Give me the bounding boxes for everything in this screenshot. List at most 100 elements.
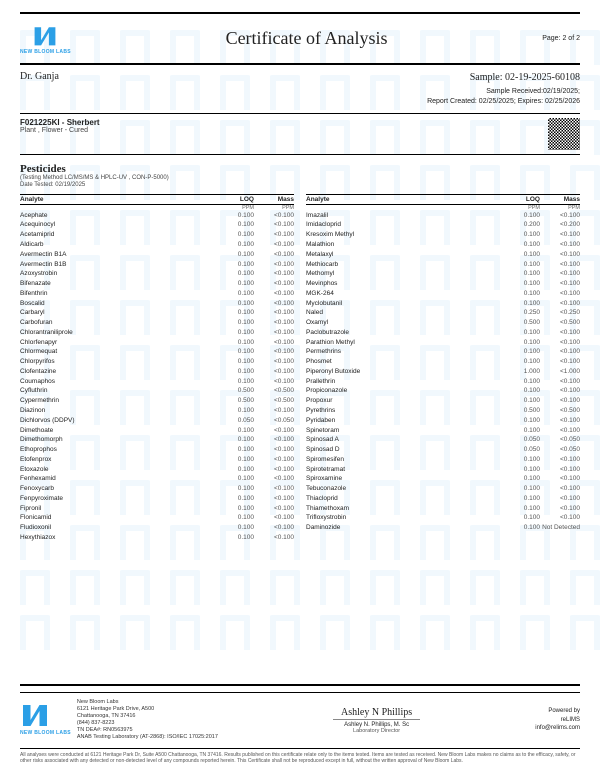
analyte-name: Metalaxyl [306,251,500,260]
table-row: Propiconazole0.100<0.100 [306,387,580,397]
analyte-name: Naled [306,309,500,318]
loq-value: 0.100 [214,524,254,533]
analyte-name: Fludioxonil [20,524,214,533]
table-row: Propoxur0.100<0.100 [306,397,580,407]
mass-value: <0.050 [540,436,580,445]
unit: PPM [500,205,540,211]
loq-value: 0.100 [214,290,254,299]
loq-value: 0.100 [500,212,540,221]
table-row: Aldicarb0.100<0.100 [20,240,294,250]
loq-value: 0.100 [214,261,254,270]
footer-logo-icon [20,699,50,729]
mass-value: <0.100 [254,475,294,484]
mass-value: <0.100 [254,505,294,514]
table-row: Bifenthrin0.100<0.100 [20,289,294,299]
loq-value: 0.100 [500,358,540,367]
mass-value: <0.100 [540,456,580,465]
mass-value: <0.050 [254,417,294,426]
loq-value: 0.100 [500,524,540,533]
table-row: Chlorantraniliprole0.100<0.100 [20,328,294,338]
mass-value: <0.100 [540,251,580,260]
mass-value: <0.100 [540,270,580,279]
mass-value: <0.100 [540,329,580,338]
analyte-name: Malathion [306,241,500,250]
mass-value: <0.050 [540,446,580,455]
loq-value: 0.250 [500,309,540,318]
mass-value: <0.100 [540,387,580,396]
table-row: MGK-2640.100<0.100 [306,289,580,299]
table-row: Permethrins0.100<0.100 [306,348,580,358]
loq-value: 0.100 [214,280,254,289]
mass-value: <1.000 [540,368,580,377]
table-row: Spiroxamine0.100<0.100 [306,475,580,485]
mass-value: <0.500 [540,407,580,416]
loq-value: 0.100 [500,475,540,484]
loq-value: 0.100 [214,485,254,494]
table-row: Carbofuran0.100<0.100 [20,319,294,329]
table-row: Imazalil0.100<0.100 [306,211,580,221]
loq-value: 0.100 [500,514,540,523]
table-row: Fenpyroximate0.100<0.100 [20,494,294,504]
loq-value: 0.100 [214,505,254,514]
lab-phone: (844) 837-8223 [77,720,218,727]
table-row: Spinetoram0.100<0.100 [306,426,580,436]
loq-value: 0.100 [214,407,254,416]
section-method: (Testing Method LC/MS/MS & HPLC-UV , CON… [20,175,580,183]
mass-value: <0.100 [254,319,294,328]
loq-value: 0.100 [214,251,254,260]
loq-value: 0.100 [214,329,254,338]
analyte-name: Trifloxystrobin [306,514,500,523]
table-row: Piperonyl Butoxide1.000<1.000 [306,367,580,377]
analyte-name: Acequinocyl [20,221,214,230]
col-analyte: Analyte [20,196,214,203]
mass-value: <0.100 [540,417,580,426]
table-row: Phosmet0.100<0.100 [306,358,580,368]
table-row: Malathion0.100<0.100 [306,240,580,250]
analyte-name: Spirotetramat [306,466,500,475]
analyte-name: Pyrethrins [306,407,500,416]
table-row: Coumaphos0.100<0.100 [20,377,294,387]
mass-value: <0.100 [540,348,580,357]
loq-value: 0.100 [214,270,254,279]
analyte-name: Thiamethoxam [306,505,500,514]
col-mass: Mass [254,196,294,203]
mass-value: <0.100 [254,466,294,475]
lab-street: 6121 Heritage Park Drive, A500 [77,706,218,713]
loq-value: 0.050 [500,436,540,445]
mass-value: <0.100 [540,427,580,436]
mass-value: <0.100 [540,339,580,348]
analyte-name: Tebuconazole [306,485,500,494]
mass-value: <0.100 [254,329,294,338]
mass-value: <0.100 [540,485,580,494]
loq-value: 0.100 [214,212,254,221]
mass-value: <0.100 [254,241,294,250]
mass-value: <0.100 [540,241,580,250]
table-row: Metalaxyl0.100<0.100 [306,250,580,260]
mass-value: <0.100 [540,280,580,289]
analyte-name: Imazalil [306,212,500,221]
mass-value: <0.100 [540,495,580,504]
analyte-name: Propiconazole [306,387,500,396]
mass-value: <0.100 [540,261,580,270]
mass-value: <0.100 [540,475,580,484]
analyte-name: MGK-264 [306,290,500,299]
table-row: Cyfluthrin0.500<0.500 [20,387,294,397]
signature: Ashley N Phillips [333,707,420,720]
analyte-name: Avermectin B1A [20,251,214,260]
signatory-title: Laboratory Director [333,728,420,734]
loq-value: 0.100 [214,456,254,465]
loq-value: 0.100 [214,368,254,377]
mass-value: <0.500 [254,387,294,396]
loq-value: 0.100 [500,495,540,504]
loq-value: 0.100 [214,446,254,455]
loq-value: 0.100 [500,251,540,260]
footer-address: New Bloom Labs 6121 Heritage Park Drive,… [77,699,218,742]
table-row: Trifloxystrobin0.100<0.100 [306,514,580,524]
analyte-name: Aldicarb [20,241,214,250]
loq-value: 0.100 [214,358,254,367]
analyte-name: Kresoxim Methyl [306,231,500,240]
table-row: Chlorpyrifos0.100<0.100 [20,358,294,368]
sample-received: Sample Received:02/19/2025; [427,87,580,97]
table-row: Myclobutanil0.100<0.100 [306,299,580,309]
table-row: Chlorfenapyr0.100<0.100 [20,338,294,348]
